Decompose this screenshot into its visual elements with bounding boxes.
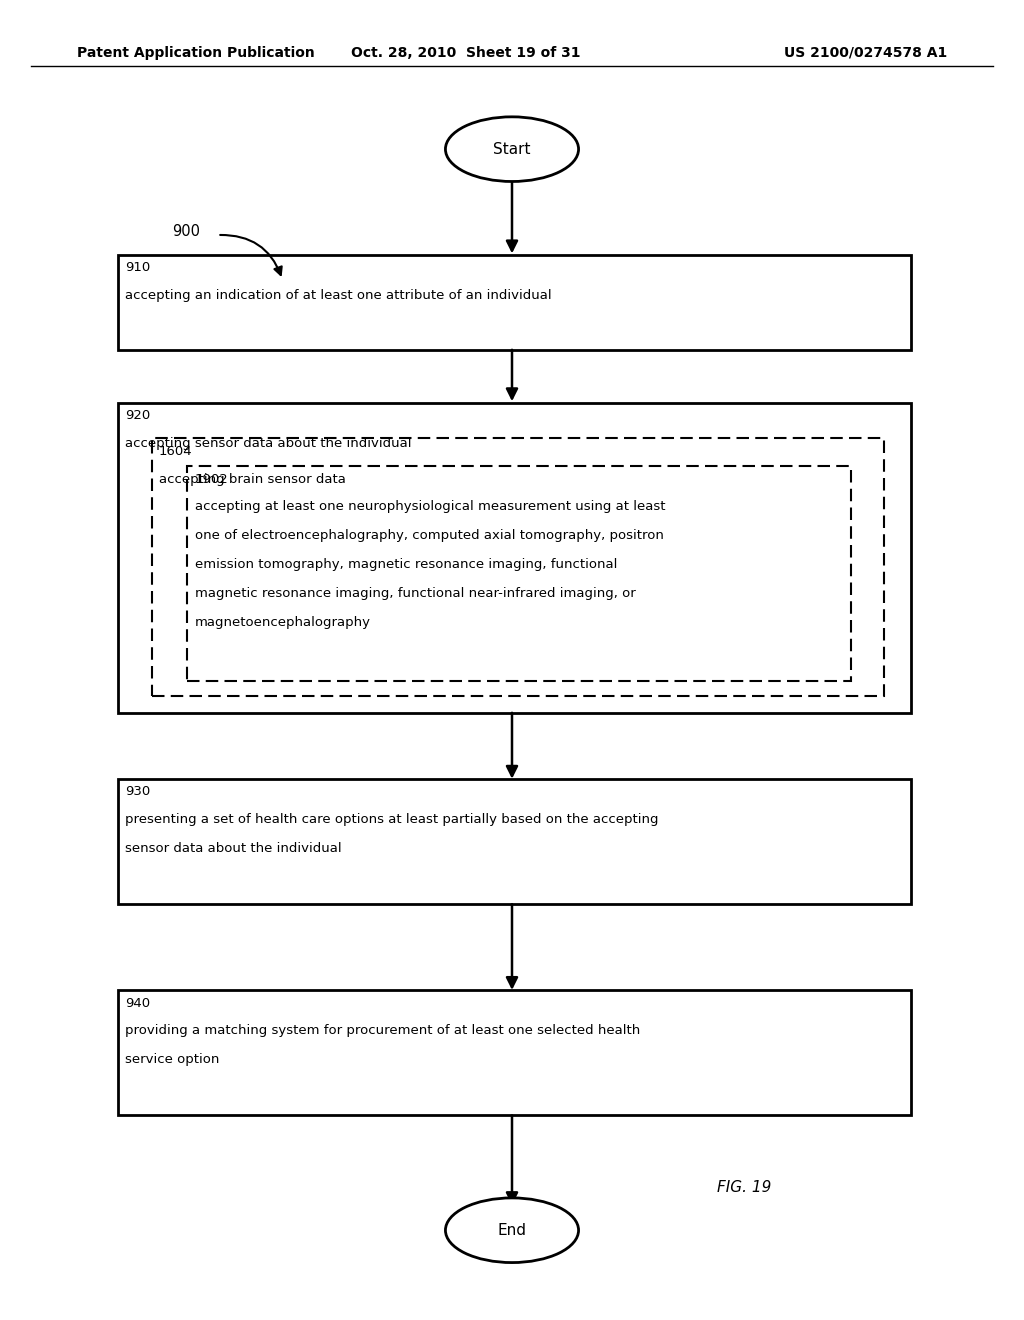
Text: 930: 930 [125, 785, 151, 799]
Text: Patent Application Publication: Patent Application Publication [77, 46, 314, 59]
Text: US 2100/0274578 A1: US 2100/0274578 A1 [784, 46, 947, 59]
Bar [118, 990, 911, 1115]
Text: 1604: 1604 [159, 445, 193, 458]
Text: emission tomography, magnetic resonance imaging, functional: emission tomography, magnetic resonance … [195, 558, 616, 572]
Text: 900: 900 [172, 223, 200, 239]
Text: presenting a set of health care options at least partially based on the acceptin: presenting a set of health care options … [125, 813, 658, 826]
Bar [187, 466, 851, 681]
Bar [118, 255, 911, 350]
Text: one of electroencephalography, computed axial tomography, positron: one of electroencephalography, computed … [195, 529, 664, 543]
Text: service option: service option [125, 1053, 219, 1067]
Text: 910: 910 [125, 261, 151, 275]
Text: 1902: 1902 [195, 473, 228, 486]
Ellipse shape [445, 1199, 579, 1262]
Text: accepting an indication of at least one attribute of an individual: accepting an indication of at least one … [125, 289, 552, 302]
Text: accepting sensor data about the individual: accepting sensor data about the individu… [125, 437, 412, 450]
Text: FIG. 19: FIG. 19 [717, 1180, 771, 1196]
Text: 920: 920 [125, 409, 151, 422]
Bar [152, 438, 884, 696]
Bar [118, 403, 911, 713]
Ellipse shape [445, 117, 579, 181]
Text: 940: 940 [125, 997, 151, 1010]
Text: magnetic resonance imaging, functional near-infrared imaging, or: magnetic resonance imaging, functional n… [195, 587, 635, 601]
Text: sensor data about the individual: sensor data about the individual [125, 842, 342, 855]
Text: Start: Start [494, 141, 530, 157]
Text: magnetoencephalography: magnetoencephalography [195, 616, 371, 630]
Text: accepting brain sensor data: accepting brain sensor data [159, 473, 345, 486]
Bar [118, 779, 911, 904]
Text: Oct. 28, 2010  Sheet 19 of 31: Oct. 28, 2010 Sheet 19 of 31 [351, 46, 581, 59]
Text: providing a matching system for procurement of at least one selected health: providing a matching system for procurem… [125, 1024, 640, 1038]
Text: accepting at least one neurophysiological measurement using at least: accepting at least one neurophysiologica… [195, 500, 665, 513]
Text: End: End [498, 1222, 526, 1238]
